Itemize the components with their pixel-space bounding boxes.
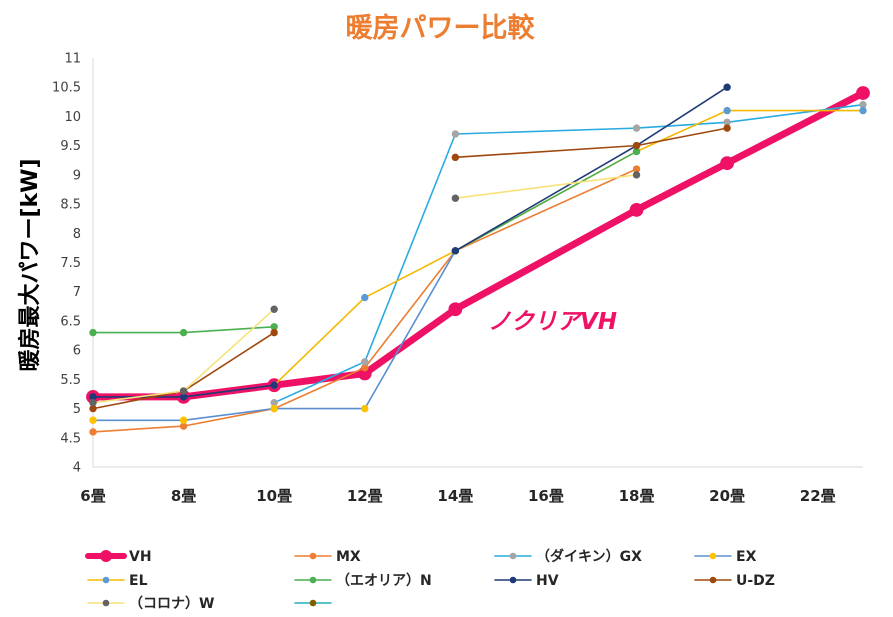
- legend-marker: [309, 552, 317, 560]
- series-5-point: [361, 293, 369, 302]
- legend-label: EL: [129, 573, 148, 589]
- vh-annotation: ノクリアVH: [488, 309, 618, 335]
- legend-item: （エオリア）N: [294, 573, 432, 589]
- series-8-point: [270, 328, 278, 337]
- series-3-point: [361, 358, 369, 366]
- legend-item: EL: [87, 573, 148, 589]
- y-tick-label: 9.5: [60, 139, 81, 154]
- legend-marker: [709, 576, 717, 584]
- legend-item: （コロナ）W: [87, 596, 214, 612]
- legend-item: HV: [494, 573, 559, 589]
- series-8-point: [632, 141, 641, 150]
- series-4-point: [179, 416, 188, 424]
- y-tick-label: 6: [73, 344, 81, 359]
- x-tick-label: 10畳: [256, 487, 292, 505]
- series-2-line: [92, 168, 638, 433]
- legend-label: VH: [129, 549, 152, 565]
- series-6-point: [179, 328, 188, 337]
- legend-marker: [509, 576, 517, 584]
- series-1-point: [720, 156, 735, 171]
- legend-marker: [309, 576, 317, 584]
- series-8-point: [723, 124, 731, 132]
- y-tick-label: 6.5: [60, 314, 81, 329]
- y-tick-label: 8.5: [60, 198, 81, 213]
- x-tick-label: 20畳: [709, 487, 745, 505]
- y-tick-label: 10.5: [52, 81, 81, 96]
- legend-label: EX: [736, 549, 757, 565]
- x-tick-label: 22畳: [800, 487, 836, 505]
- y-tick-label: 4.5: [60, 431, 81, 446]
- x-tick-label: 14畳: [437, 487, 473, 505]
- series-7-point: [270, 381, 278, 389]
- legend-label: （エオリア）N: [336, 573, 432, 589]
- series-1-point: [856, 86, 870, 100]
- series-5-point: [859, 106, 867, 115]
- chart-title: 暖房パワー比較: [345, 13, 535, 44]
- series-3-point: [632, 124, 641, 132]
- series-6: [89, 147, 641, 337]
- series-3-line: [273, 103, 864, 404]
- x-tick-label: 8畳: [171, 487, 196, 505]
- series-6-line: [454, 150, 638, 252]
- series-7-point: [451, 247, 460, 255]
- series-7-line: [454, 86, 728, 252]
- series-9-point: [632, 171, 641, 179]
- x-tick-label: 6畳: [80, 487, 105, 505]
- x-tick-label: 12畳: [347, 487, 383, 505]
- legend-marker: [509, 552, 517, 560]
- series-1-point: [448, 302, 463, 317]
- series-4-point: [89, 416, 97, 424]
- series-9-point: [89, 399, 97, 407]
- series-1-point: [629, 203, 644, 217]
- legend-label: MX: [336, 549, 361, 565]
- y-axis-title: 暖房最大パワー[kW]: [18, 158, 43, 372]
- y-tick-label: 4: [73, 461, 81, 476]
- legend-label: U-DZ: [736, 573, 775, 589]
- legend-item: U-DZ: [694, 573, 775, 589]
- x-tick-label: 18畳: [619, 487, 655, 505]
- series-9: [89, 171, 641, 407]
- series-5-point: [723, 106, 731, 115]
- series-8-point: [451, 153, 460, 162]
- series-9-point: [270, 305, 278, 313]
- series-7-point: [723, 83, 731, 91]
- y-tick-label: 9: [73, 168, 81, 183]
- x-tick-label: 16畳: [528, 487, 564, 505]
- series-2-point: [89, 428, 97, 436]
- legend-label: HV: [536, 573, 559, 589]
- y-tick-label: 10: [64, 110, 81, 125]
- legend-label: （ダイキン）GX: [536, 548, 642, 565]
- series-1-line: [89, 89, 867, 401]
- legend-marker: [709, 552, 717, 560]
- series-6-point: [89, 328, 97, 337]
- series-9-point: [451, 194, 460, 202]
- series-7: [89, 83, 731, 401]
- legend-marker: [100, 550, 112, 562]
- y-tick-label: 5: [73, 402, 81, 417]
- series-3-point: [451, 130, 460, 138]
- y-tick-label: 7: [73, 285, 81, 300]
- legend-marker: [309, 599, 317, 607]
- legend-item: [294, 599, 332, 607]
- series-4-point: [361, 404, 369, 413]
- legend-item: VH: [85, 549, 152, 565]
- y-tick-label: 5.5: [60, 373, 81, 388]
- legend-item: MX: [294, 549, 361, 565]
- legend-label: （コロナ）W: [129, 596, 214, 612]
- legend-marker: [102, 576, 110, 584]
- series-9-line: [454, 174, 638, 199]
- series-1: [86, 86, 870, 404]
- series-3: [270, 101, 867, 407]
- series-8: [89, 124, 731, 413]
- y-tick-label: 7.5: [60, 256, 81, 271]
- legend-marker: [102, 599, 110, 607]
- series-4-point: [270, 404, 278, 413]
- series-9-point: [179, 387, 188, 395]
- y-tick-label: 8: [73, 227, 81, 242]
- legend-item: EX: [694, 549, 757, 565]
- y-tick-label: 11: [64, 52, 81, 67]
- legend-item: （ダイキン）GX: [494, 548, 642, 565]
